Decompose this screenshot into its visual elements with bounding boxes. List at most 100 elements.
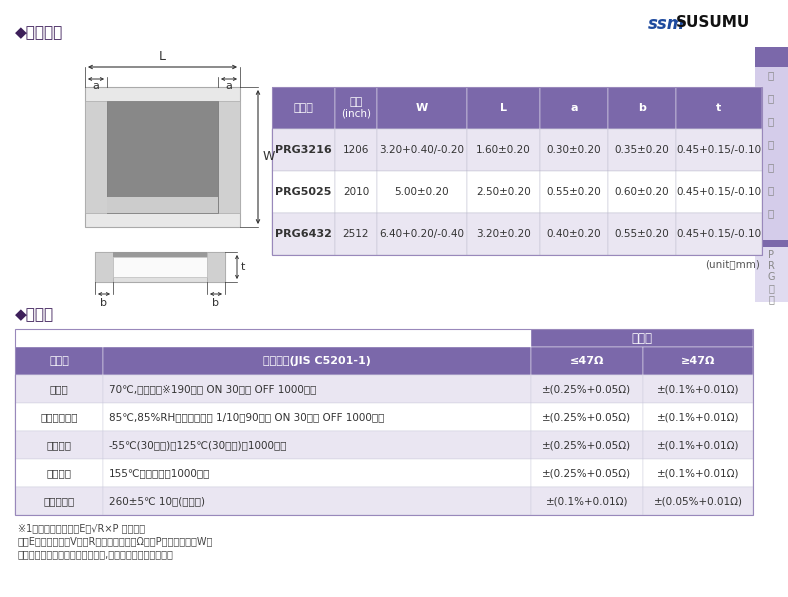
Text: 260±5℃ 10秒(回流焊): 260±5℃ 10秒(回流焊) [109, 496, 205, 506]
Bar [107, 197, 218, 213]
Text: L: L [500, 103, 507, 113]
Text: ±(0.1%+0.01Ω): ±(0.1%+0.01Ω) [656, 440, 739, 450]
Text: ±(0.05%+0.01Ω): ±(0.05%+0.01Ω) [653, 496, 742, 506]
Text: 试验条件(JIS C5201-1): 试验条件(JIS C5201-1) [263, 356, 371, 366]
Text: ssm: ssm [648, 15, 685, 33]
Bar [113, 252, 207, 257]
Bar [643, 403, 753, 431]
Text: b: b [101, 298, 107, 308]
Bar [676, 129, 762, 171]
Bar [85, 101, 107, 213]
Text: 0.45+0.15/-0.10: 0.45+0.15/-0.10 [676, 187, 761, 197]
Text: 器: 器 [768, 208, 774, 218]
Text: t: t [716, 103, 722, 113]
Text: 列: 列 [768, 294, 774, 304]
Text: L: L [159, 50, 166, 63]
Text: ±(0.25%+0.05Ω): ±(0.25%+0.05Ω) [542, 440, 631, 450]
Bar [272, 87, 762, 255]
Text: a: a [92, 81, 99, 91]
Text: 0.60±0.20: 0.60±0.20 [615, 187, 669, 197]
Text: 2512: 2512 [343, 229, 370, 239]
Bar [15, 431, 103, 459]
Bar [643, 487, 753, 515]
Text: a: a [225, 81, 232, 91]
Text: 3.20±0.20: 3.20±0.20 [476, 229, 531, 239]
Text: 额定电压超过电阻最高电压时,电阻最高电压是额定电压: 额定电压超过电阻最高电压时,电阻最高电压是额定电压 [18, 549, 174, 559]
Text: b: b [213, 298, 220, 308]
Bar [467, 213, 540, 255]
Text: P: P [768, 250, 774, 260]
Bar [335, 213, 377, 255]
Bar [335, 171, 377, 213]
Text: ±(0.1%+0.01Ω): ±(0.1%+0.01Ω) [656, 412, 739, 422]
Text: 0.35±0.20: 0.35±0.20 [615, 145, 669, 155]
Bar [272, 87, 335, 129]
Text: 高温高湿负荷: 高温高湿负荷 [40, 412, 78, 422]
Text: PRG3216: PRG3216 [275, 145, 332, 155]
Text: ◆外形尺寸: ◆外形尺寸 [15, 25, 63, 40]
Text: ±(0.25%+0.05Ω): ±(0.25%+0.05Ω) [542, 412, 631, 422]
Bar [531, 459, 643, 487]
Text: 0.40±0.20: 0.40±0.20 [547, 229, 601, 239]
Text: SUSUMU: SUSUMU [676, 15, 750, 30]
Text: 0.45+0.15/-0.10: 0.45+0.15/-0.10 [676, 229, 761, 239]
Text: ±(0.25%+0.05Ω): ±(0.25%+0.05Ω) [542, 468, 631, 478]
Text: 系: 系 [768, 283, 774, 293]
Text: PRG5025: PRG5025 [275, 187, 332, 197]
Text: W: W [263, 150, 275, 164]
Bar [15, 403, 103, 431]
Bar [531, 403, 643, 431]
Text: ±(0.25%+0.05Ω): ±(0.25%+0.05Ω) [542, 384, 631, 394]
Bar [335, 129, 377, 171]
Text: 项　目: 项 目 [49, 356, 69, 366]
Bar [103, 403, 531, 431]
Bar [643, 431, 753, 459]
Text: (unit：mm): (unit：mm) [705, 259, 760, 269]
Text: ◆性　能: ◆性 能 [15, 307, 54, 322]
Bar [643, 347, 753, 375]
Bar [531, 375, 643, 403]
Bar [608, 87, 676, 129]
Bar [103, 459, 531, 487]
Text: 电: 电 [768, 162, 774, 172]
Bar [15, 329, 753, 515]
Bar [95, 252, 113, 282]
Text: b: b [638, 103, 646, 113]
Text: 焊锡耐热性: 焊锡耐热性 [43, 496, 75, 506]
Bar [377, 129, 467, 171]
Bar [531, 487, 643, 515]
Text: 5.00±0.20: 5.00±0.20 [395, 187, 449, 197]
Bar [207, 252, 225, 282]
Bar [218, 101, 240, 213]
Text: G: G [768, 272, 775, 282]
Bar [103, 431, 531, 459]
Text: ※1　额定功率是根据E＝√R×P 来计算。: ※1 额定功率是根据E＝√R×P 来计算。 [18, 523, 145, 533]
Bar [85, 87, 240, 227]
Text: 3.20+0.40/-0.20: 3.20+0.40/-0.20 [380, 145, 464, 155]
Bar [608, 129, 676, 171]
Bar [676, 171, 762, 213]
Bar [15, 347, 103, 375]
Text: W: W [416, 103, 428, 113]
Bar [540, 171, 608, 213]
Text: a: a [571, 103, 578, 113]
Bar [272, 213, 335, 255]
Text: 0.55±0.20: 0.55±0.20 [547, 187, 601, 197]
Bar [755, 240, 788, 247]
Bar [467, 171, 540, 213]
Text: 膜: 膜 [768, 93, 774, 103]
Bar [755, 67, 788, 242]
Text: ≤47Ω: ≤47Ω [570, 356, 604, 366]
Text: 薄: 薄 [768, 70, 774, 80]
Text: E＝额定电压（V）、R＝额定电阻值（Ω）、P＝额定功率（W）: E＝额定电压（V）、R＝额定电阻值（Ω）、P＝额定功率（W） [18, 536, 214, 546]
Text: 2.50±0.20: 2.50±0.20 [476, 187, 531, 197]
Text: ≥47Ω: ≥47Ω [681, 356, 716, 366]
Text: 耐久性: 耐久性 [50, 384, 69, 394]
Bar [113, 257, 207, 277]
Bar [676, 213, 762, 255]
Bar [531, 431, 643, 459]
Text: 1206: 1206 [343, 145, 370, 155]
Text: ±(0.1%+0.01Ω): ±(0.1%+0.01Ω) [656, 384, 739, 394]
Bar [272, 171, 335, 213]
Text: 规　格: 规 格 [631, 331, 652, 344]
